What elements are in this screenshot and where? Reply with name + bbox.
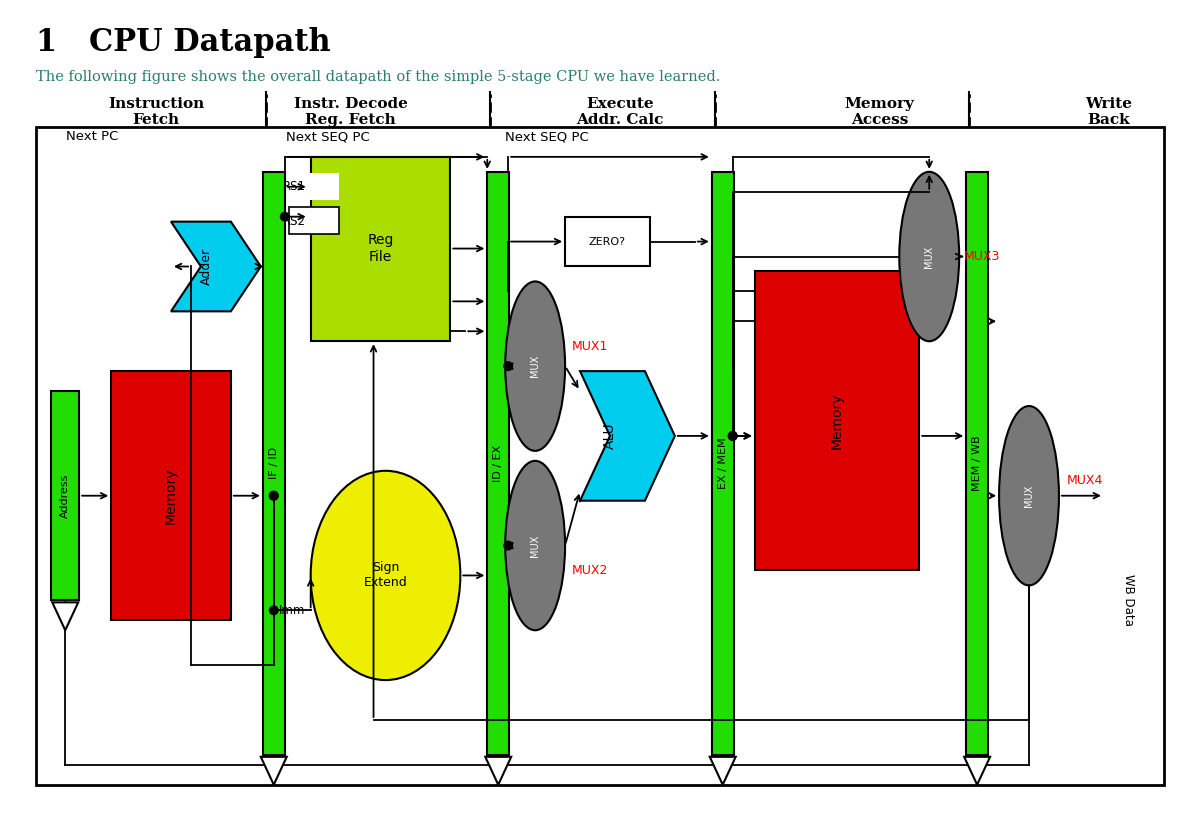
Circle shape [727,431,738,441]
Circle shape [269,605,278,615]
Text: MUX3: MUX3 [964,250,1001,263]
Text: ZERO?: ZERO? [589,236,626,246]
Polygon shape [170,222,260,311]
Bar [289,207,338,234]
Text: The following figure shows the overall datapath of the simple 5-stage CPU we hav: The following figure shows the overall d… [36,70,721,85]
Text: Address: Address [60,474,71,518]
Bar [36,127,1164,785]
Text: Memory: Memory [164,467,178,524]
Ellipse shape [505,461,565,631]
Text: ID / EX: ID / EX [493,445,503,482]
Text: Next PC: Next PC [66,131,119,144]
Polygon shape [485,757,511,785]
Polygon shape [53,603,78,631]
Ellipse shape [1000,406,1058,585]
Circle shape [727,431,738,441]
Bar [289,172,338,200]
Text: MUX1: MUX1 [572,340,608,353]
Bar [712,172,733,754]
Text: RS1: RS1 [283,181,306,193]
Circle shape [503,540,514,551]
Text: Memory: Memory [830,392,844,449]
Text: Next SEQ PC: Next SEQ PC [505,131,589,144]
Bar [112,371,230,621]
Ellipse shape [505,282,565,451]
Text: Next SEQ PC: Next SEQ PC [286,131,370,144]
Polygon shape [580,371,674,501]
Circle shape [280,212,289,222]
Bar [755,272,919,571]
Text: Memory
Access: Memory Access [845,97,914,127]
Text: Adder: Adder [199,248,212,285]
Ellipse shape [899,172,959,342]
Text: Instruction
Fetch: Instruction Fetch [108,97,204,127]
Bar [966,172,988,754]
Text: MUX: MUX [530,534,540,557]
Text: MUX: MUX [1024,484,1034,507]
Text: EX / MEM: EX / MEM [718,438,727,489]
Bar [263,172,284,754]
Bar [565,217,650,267]
Text: ALU: ALU [602,423,617,449]
Text: Reg
File: Reg File [367,233,394,264]
Text: MUX4: MUX4 [1067,475,1103,487]
Polygon shape [964,757,990,785]
Text: Sign
Extend: Sign Extend [364,562,407,589]
Circle shape [269,491,278,501]
Text: Instr. Decode
Reg. Fetch: Instr. Decode Reg. Fetch [294,97,408,127]
Text: IF / ID: IF / ID [269,447,278,479]
Text: RS2: RS2 [283,215,306,228]
Polygon shape [260,757,287,785]
Text: MUX: MUX [530,355,540,378]
Circle shape [503,361,514,371]
Bar [487,172,509,754]
Text: MUX2: MUX2 [572,564,608,577]
Ellipse shape [311,470,461,680]
Text: Write
Back: Write Back [1085,97,1133,127]
Bar [311,157,450,342]
Text: MEM / WB: MEM / WB [972,435,982,491]
Text: MUX: MUX [924,245,935,268]
Text: 1   CPU Datapath: 1 CPU Datapath [36,27,331,58]
Text: Execute
Addr. Calc: Execute Addr. Calc [576,97,664,127]
Polygon shape [709,757,736,785]
Circle shape [269,491,278,501]
Bar [52,391,79,600]
Text: Imm: Imm [280,603,306,617]
Text: WB Data: WB Data [1122,575,1135,626]
